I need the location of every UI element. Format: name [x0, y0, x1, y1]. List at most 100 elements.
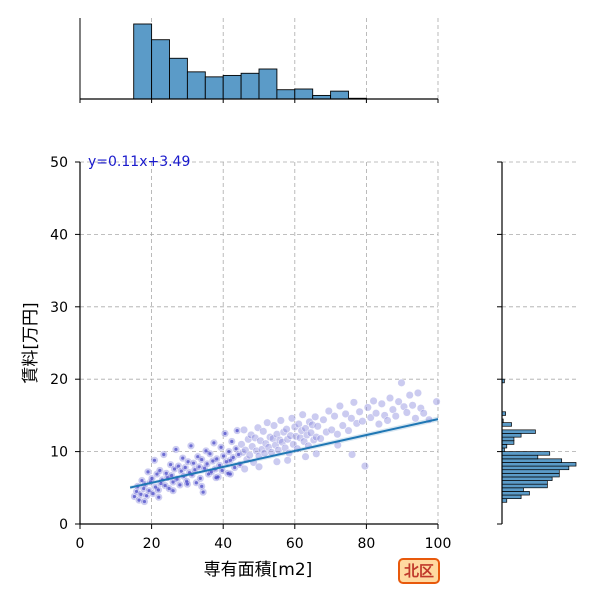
scatter-point: [394, 397, 403, 406]
scatter-point: [374, 420, 383, 429]
scatter-point-core: [202, 466, 207, 470]
scatter-point: [397, 378, 406, 387]
scatter-point: [360, 462, 370, 471]
xhist-bar: [186, 71, 206, 100]
scatter-point-core: [176, 464, 181, 468]
scatter-point-core: [142, 499, 147, 504]
scatter-point-core: [226, 471, 230, 475]
scatter-point-core: [178, 483, 182, 487]
scatter-point: [369, 396, 378, 405]
scatter-point-core: [171, 480, 175, 484]
y-axis-title: 賃料[万円]: [21, 302, 41, 383]
yhist-bar: [501, 444, 508, 449]
scatter-point: [239, 425, 249, 434]
scatter-point: [305, 417, 314, 426]
scatter-point-core: [211, 459, 215, 463]
scatter-point: [252, 446, 261, 455]
scatter-point: [335, 401, 344, 411]
scatter-point-core: [183, 465, 187, 470]
scatter-point-core: [198, 476, 202, 480]
scatter-point: [333, 430, 342, 439]
yhist-bar: [501, 422, 512, 427]
scatter-point: [272, 457, 281, 466]
scatter-point-core: [134, 489, 139, 494]
x-tick-label: 40: [214, 536, 232, 552]
scatter-point: [248, 442, 257, 451]
scatter-point: [306, 428, 315, 437]
scatter-point: [287, 414, 296, 423]
scatter-point-core: [191, 461, 196, 465]
scatter-point: [274, 446, 283, 455]
y-tick-label: 50: [50, 155, 68, 171]
scatter-point: [432, 397, 441, 406]
scatter-point: [245, 451, 254, 460]
scatter-point-core: [140, 478, 144, 483]
scatter-point-core: [142, 486, 146, 491]
scatter-point: [237, 440, 246, 449]
scatter-point-core: [196, 455, 200, 459]
scatter-point-core: [164, 471, 168, 475]
scatter-point: [366, 413, 375, 422]
scatter-point-core: [170, 473, 174, 478]
yhist-bar: [501, 469, 560, 474]
xhist-bar: [330, 90, 349, 100]
scatter-point: [238, 448, 247, 457]
yhist-bar: [501, 491, 530, 496]
scatter-point: [402, 408, 411, 417]
scatter-point-core: [185, 479, 189, 483]
main-axes: 0 20 40 60 80 100 0 10 20 30 40 50: [50, 155, 451, 552]
scatter-point-core: [189, 444, 193, 448]
yhist-bar: [501, 436, 515, 442]
yhist-bar: [501, 472, 560, 478]
y-tick-label: 30: [50, 300, 68, 316]
scatter-point-core: [236, 452, 241, 457]
scatter-point: [383, 416, 392, 425]
scatter-point: [302, 430, 312, 439]
scatter-point-core: [224, 460, 229, 464]
scatter-point: [240, 464, 249, 474]
xhist-bar: [222, 74, 242, 100]
scatter-point-core: [235, 429, 239, 433]
scatter-point: [311, 412, 320, 421]
x-histogram: [79, 18, 439, 103]
yhist-bar: [501, 451, 551, 456]
scatter-point: [263, 418, 272, 427]
scatter-point: [301, 424, 310, 433]
scatter-point: [327, 425, 336, 434]
scatter-point: [259, 427, 268, 436]
scatter-point: [324, 407, 333, 416]
scatter-point-core: [208, 452, 212, 456]
scatter-point-core: [223, 431, 227, 436]
xhist-bar: [151, 39, 170, 100]
y-tick-label: 20: [50, 372, 68, 388]
scatter-point-core: [144, 494, 149, 498]
scatter-point: [385, 393, 395, 403]
scatter-point: [405, 391, 414, 400]
scatter-point: [269, 421, 279, 430]
scatter-point: [344, 426, 353, 435]
scatter-point-core: [150, 476, 154, 480]
scatter-point: [391, 412, 400, 421]
scatter-point-core: [220, 468, 224, 473]
scatter-point-core: [200, 484, 204, 488]
scatter-point-core: [159, 481, 163, 486]
scatter-point: [316, 434, 325, 443]
xhist-bar: [294, 88, 314, 100]
yhist-bar: [501, 498, 508, 503]
scatter-point: [411, 414, 420, 423]
regression-line: [129, 418, 439, 489]
scatter-point-core: [230, 439, 234, 444]
scatter-point-core: [186, 460, 190, 464]
scatter-point-core: [162, 452, 166, 457]
yhist-bar: [501, 458, 563, 463]
scatter-point-core: [155, 472, 159, 476]
district-badge: 北区: [398, 558, 441, 584]
yhist-bar: [501, 429, 536, 434]
scatter-point: [254, 462, 264, 471]
scatter-point-core: [146, 470, 150, 474]
scatter-point-core: [137, 498, 141, 502]
scatter-point: [349, 398, 358, 407]
scatter-point: [312, 449, 321, 458]
xhist-bar: [258, 68, 278, 100]
